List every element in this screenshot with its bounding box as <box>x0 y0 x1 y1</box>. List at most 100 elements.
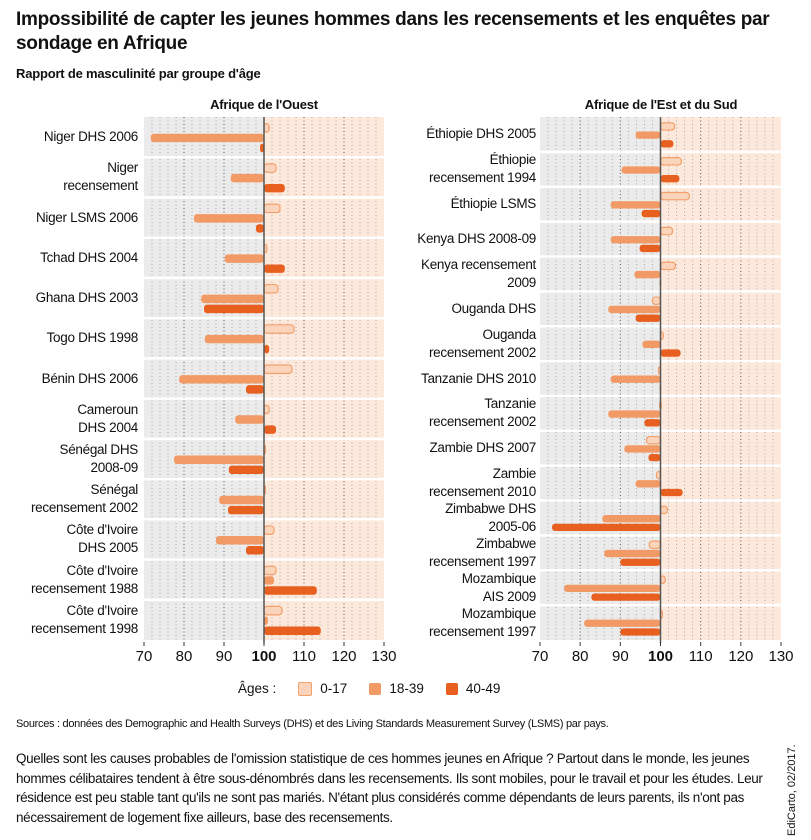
bar-40-49 <box>641 209 661 218</box>
bar-0-17 <box>645 435 662 445</box>
subtitle: Rapport de masculinité par groupe d'âge <box>16 66 261 81</box>
category-label: Togo DHS 1998 <box>46 330 139 346</box>
bar-40-49 <box>660 140 674 148</box>
page-title: Impossibilité de capter les jeunes homme… <box>16 9 770 54</box>
bar-0-17 <box>263 283 279 294</box>
bar-40-49 <box>552 523 661 532</box>
category-label: Niger recensement <box>63 160 138 194</box>
bar-18-39 <box>264 576 274 585</box>
x-tick-label: 100 <box>251 648 277 665</box>
category-label: Mozambique AIS 2009 <box>461 570 537 604</box>
category-label: Côte d'Ivoire recensement 1988 <box>30 562 138 596</box>
chart-canvas <box>143 117 782 646</box>
x-tick-label: 110 <box>292 648 316 665</box>
bar-18-39 <box>174 455 264 464</box>
category-label: Sénégal recensement 2002 <box>30 482 138 516</box>
bar-40-49 <box>620 628 661 636</box>
category-label: Kenya DHS 2008-09 <box>417 231 536 247</box>
category-label: Éthiopie DHS 2005 <box>426 126 536 142</box>
x-tick-label: 110 <box>688 648 713 665</box>
bar-18-39 <box>584 619 661 627</box>
bar-40-49 <box>264 183 285 193</box>
legend: Âges : 0-17 18-39 40-49 <box>238 681 500 696</box>
bar-18-39 <box>235 415 264 424</box>
bar-18-39 <box>642 340 661 348</box>
category-label: Bénin DHS 2006 <box>41 370 139 386</box>
bar-0-17 <box>659 191 691 201</box>
bar-0-17 <box>659 505 668 515</box>
background-above-100 <box>660 117 781 640</box>
legend-title: Âges : <box>238 681 277 696</box>
panel-title-east: Afrique de l'Est et du Sud <box>584 97 738 112</box>
category-label: Sénégal DHS 2008-09 <box>59 441 139 475</box>
bar-18-39 <box>608 410 661 418</box>
legend-label-40-49: 40-49 <box>465 681 501 696</box>
category-label: Zambie recensement 2010 <box>428 466 536 500</box>
bar-18-39 <box>230 173 264 183</box>
bar-40-49 <box>264 264 285 273</box>
legend-label-18-39: 18-39 <box>389 681 424 696</box>
category-label: Niger DHS 2006 <box>43 129 138 145</box>
bar-40-49 <box>204 304 264 314</box>
bar-0-17 <box>659 157 682 166</box>
bar-40-49 <box>591 593 661 601</box>
bar-0-17 <box>263 605 283 616</box>
bar-18-39 <box>150 133 264 143</box>
category-label: Zambie DHS 2007 <box>429 440 536 456</box>
category-label: Niger LSMS 2006 <box>35 209 138 225</box>
bar-18-39 <box>564 584 661 593</box>
bar-0-17 <box>263 163 277 173</box>
bar-0-17 <box>651 296 662 306</box>
bar-0-17 <box>263 364 293 375</box>
bar-18-39 <box>635 480 661 488</box>
bar-0-17 <box>659 261 676 271</box>
explanatory-text: Quelles sont les causes probables de l'o… <box>16 751 763 825</box>
category-label: Côte d'Ivoire recensement 1998 <box>30 602 138 636</box>
x-tick-label: 130 <box>371 648 397 665</box>
legend-swatch-18-39 <box>369 682 382 695</box>
bar-40-49 <box>264 344 270 354</box>
legend-swatch-40-49 <box>445 682 458 695</box>
bar-18-39 <box>634 270 661 279</box>
bar-40-49 <box>228 465 264 475</box>
x-tick-label: 90 <box>215 648 233 665</box>
credit: EdiCarto, 02/2017. <box>786 744 798 836</box>
bar-40-49 <box>260 143 264 153</box>
bar-40-49 <box>264 586 317 595</box>
x-tick-label: 70 <box>135 648 153 665</box>
category-label: Éthiopie recensement 1994 <box>428 152 536 186</box>
bar-18-39 <box>624 445 661 453</box>
bar-18-39 <box>621 166 661 174</box>
bar-40-49 <box>264 626 321 635</box>
bar-0-17 <box>659 122 676 131</box>
bar-40-49 <box>648 453 661 462</box>
legend-label-0-17: 0-17 <box>320 681 348 696</box>
bar-40-49 <box>644 419 661 427</box>
bar-0-17 <box>659 226 674 236</box>
bar-18-39 <box>610 375 661 383</box>
category-label: Tanzanie DHS 2010 <box>421 370 536 386</box>
bar-40-49 <box>639 244 661 253</box>
bar-18-39 <box>635 131 661 139</box>
bar-18-39 <box>204 334 264 344</box>
bar-18-39 <box>224 254 264 263</box>
x-tick-label: 130 <box>768 648 794 665</box>
bar-0-17 <box>648 540 662 550</box>
bar-18-39 <box>194 214 264 223</box>
category-label: Tchad DHS 2004 <box>40 249 138 265</box>
bar-18-39 <box>602 515 661 523</box>
category-label: Éthiopie LSMS <box>450 196 537 212</box>
bar-18-39 <box>608 305 661 314</box>
bar-18-39 <box>201 294 264 304</box>
bar-18-39 <box>264 616 268 625</box>
x-tick-label: 90 <box>611 648 629 665</box>
panel-title-west: Afrique de l'Ouest <box>210 97 318 112</box>
bar-18-39 <box>604 549 661 558</box>
bar-40-49 <box>660 488 683 497</box>
category-label: Cameroun DHS 2004 <box>77 401 138 435</box>
category-label: Ouganda recensement 2002 <box>428 326 536 360</box>
bar-40-49 <box>246 385 264 394</box>
bar-0-17 <box>263 123 270 133</box>
bar-40-49 <box>228 505 264 515</box>
sources-note: Sources : données des Demographic and He… <box>16 718 609 730</box>
